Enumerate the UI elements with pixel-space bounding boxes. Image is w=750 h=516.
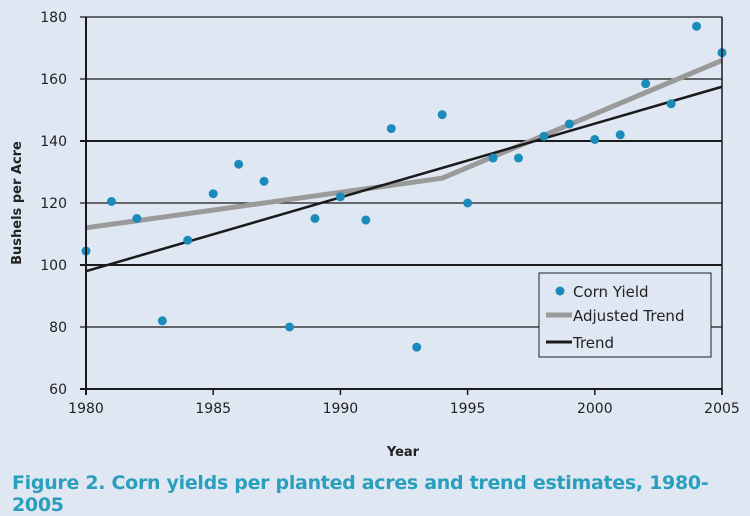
y-tick-label: 180 — [40, 10, 67, 26]
legend-label-adjusted-trend: Adjusted Trend — [573, 307, 684, 325]
y-tick-label: 100 — [40, 258, 67, 274]
data-point-1992 — [386, 124, 396, 134]
data-point-1983 — [157, 316, 167, 326]
data-point-1994 — [437, 110, 447, 120]
data-point-2003 — [666, 99, 676, 109]
y-tick-label: 120 — [40, 196, 67, 212]
y-tick-label: 60 — [49, 382, 67, 398]
legend-marker-corn-yield — [555, 286, 565, 296]
legend: Corn Yield Adjusted Trend Trend — [538, 272, 712, 358]
figure-caption: Figure 2. Corn yields per planted acres … — [12, 472, 709, 516]
data-point-1989 — [310, 214, 320, 223]
data-point-2001 — [615, 130, 625, 140]
data-point-1991 — [361, 215, 371, 225]
corn-yield-chart: 60 80 100 120 140 160 180 1980 1985 1990 1995 2000 2… — [10, 10, 740, 460]
trend-lines — [85, 58, 723, 273]
y-tick-label: 160 — [40, 72, 67, 88]
x-tick-label: 1990 — [323, 401, 359, 417]
data-point-1999 — [564, 119, 574, 129]
legend-label-trend: Trend — [572, 334, 614, 352]
y-tick-label: 80 — [49, 320, 67, 336]
data-point-2002 — [641, 79, 651, 89]
data-point-1981 — [106, 196, 116, 206]
data-point-1987 — [259, 176, 269, 186]
x-tick-label: 2005 — [704, 401, 740, 417]
data-point-1982 — [132, 214, 142, 223]
line-trend — [85, 85, 723, 273]
data-point-1984 — [183, 235, 193, 245]
data-point-1985 — [208, 189, 218, 199]
data-point-1998 — [539, 131, 549, 141]
y-axis-label: Bushels per Acre — [10, 141, 25, 265]
data-point-1997 — [513, 153, 523, 163]
gridlines — [80, 16, 722, 390]
data-point-2004 — [692, 21, 702, 31]
line-adjusted-trend — [85, 58, 723, 231]
x-tick-label: 1980 — [68, 401, 104, 417]
axes: 60 80 100 120 140 160 180 1980 1985 1990 1995 2000 2… — [40, 10, 740, 417]
legend-label-corn-yield: Corn Yield — [573, 283, 649, 301]
data-point-2000 — [590, 134, 600, 144]
data-points — [81, 21, 727, 352]
data-point-1993 — [412, 342, 422, 352]
data-point-1990 — [335, 192, 345, 202]
x-tick-label: 1985 — [195, 401, 231, 417]
x-axis-label: Year — [386, 445, 420, 460]
data-point-1996 — [488, 153, 498, 163]
data-point-1995 — [463, 198, 473, 208]
y-tick-label: 140 — [40, 134, 67, 150]
x-tick-label: 2000 — [577, 401, 613, 417]
data-point-1988 — [285, 322, 295, 332]
x-tick-label: 1995 — [450, 401, 486, 417]
data-point-1986 — [234, 159, 244, 169]
